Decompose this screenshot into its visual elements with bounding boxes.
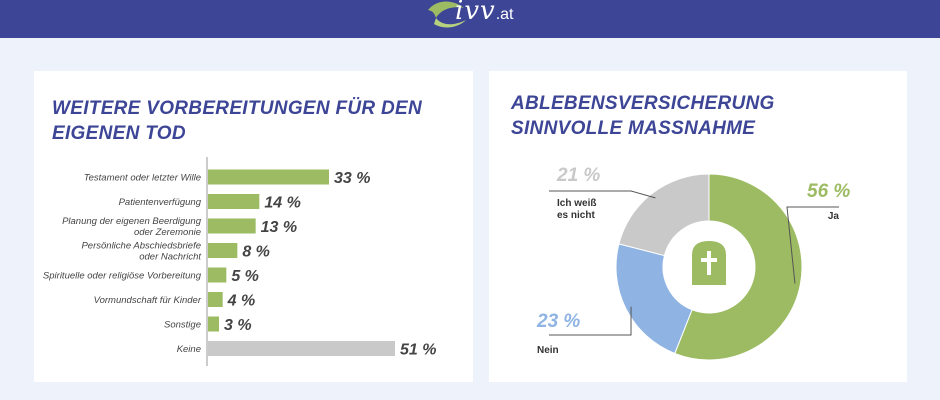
brand-logo[interactable]: ivv.at xyxy=(455,0,514,30)
cross-vertical xyxy=(707,251,711,275)
insurance-panel: ABLEBENSVERSICHERUNG SINNVOLLE MASSNAHME… xyxy=(489,71,907,382)
logo-main-text: ivv xyxy=(455,0,496,26)
leader-line xyxy=(549,190,656,199)
category-label: Patientenverfügung xyxy=(119,197,202,208)
slice-name-label: Ja xyxy=(828,211,840,222)
slice-name-label: Nein xyxy=(537,345,559,356)
leader-line xyxy=(786,206,839,284)
data-label: 5 % xyxy=(231,268,259,285)
slice-name-label: Ich weiß es nicht xyxy=(557,198,596,221)
data-label: 4 % xyxy=(227,293,256,310)
category-label-line: Planung der eigenen Beerdigung xyxy=(62,216,202,227)
bar xyxy=(208,267,227,283)
category-label: Testament oder letzter Wille xyxy=(84,173,201,184)
leaf-logo-icon xyxy=(428,1,466,28)
logo-domain-text: .at xyxy=(495,6,514,23)
donut-slice xyxy=(618,173,710,257)
donut-slice xyxy=(615,243,693,355)
donut-slice xyxy=(674,173,803,361)
data-label: 51 % xyxy=(400,342,436,359)
bar xyxy=(208,218,256,234)
category-label: Planung der eigenen Beerdigung oder Zerem… xyxy=(62,216,202,238)
leader-line xyxy=(549,306,632,336)
category-label-line: Persönliche Abschiedsbriefe xyxy=(81,241,201,252)
slice-percent-label: 21 % xyxy=(556,165,600,186)
data-label: 33 % xyxy=(334,170,370,187)
bar xyxy=(208,194,260,209)
gravestone-cross-icon xyxy=(692,241,726,285)
bar xyxy=(208,316,219,332)
bar xyxy=(208,341,395,356)
category-label: Persönliche Abschiedsbriefe oder Nachrich… xyxy=(81,241,201,263)
bar xyxy=(208,169,329,185)
data-label: 3 % xyxy=(224,317,252,334)
cross-horizontal xyxy=(701,258,717,262)
slice-percent-label: 23 % xyxy=(536,311,580,332)
donut-chart: 56 % Ja 23 % Nein 21 % Ich weiß es nicht xyxy=(536,165,850,361)
bar-chart-title: WEITERE VORBEREITUNGEN FÜR DEN EIGENEN T… xyxy=(52,98,423,144)
bar xyxy=(208,292,223,307)
category-label-line: oder Zeremonie xyxy=(134,227,201,238)
data-label: 13 % xyxy=(261,219,297,236)
category-label: Vormundschaft für Kinder xyxy=(94,295,202,306)
data-label: 8 % xyxy=(242,244,270,261)
bar xyxy=(208,243,238,258)
slice-percent-label: 56 % xyxy=(807,181,850,202)
category-label: Keine xyxy=(177,344,201,355)
category-label: Sonstige xyxy=(164,320,201,331)
slice-name-line: es nicht xyxy=(557,210,595,221)
slice-name-line: Ich weiß xyxy=(557,198,596,209)
category-label-line: oder Nachricht xyxy=(139,252,201,263)
header-bar: ivv.at xyxy=(0,0,940,38)
donut-chart-title: ABLEBENSVERSICHERUNG SINNVOLLE MASSNAHME xyxy=(511,93,775,139)
preparations-panel: WEITERE VORBEREITUNGEN FÜR DEN EIGENEN T… xyxy=(34,71,473,382)
category-label: Spirituelle oder religiöse Vorbereitung xyxy=(43,271,202,282)
data-label: 14 % xyxy=(264,195,300,212)
bar-chart: 33 % Testament oder letzter Wille 14 % Pati… xyxy=(43,157,436,366)
